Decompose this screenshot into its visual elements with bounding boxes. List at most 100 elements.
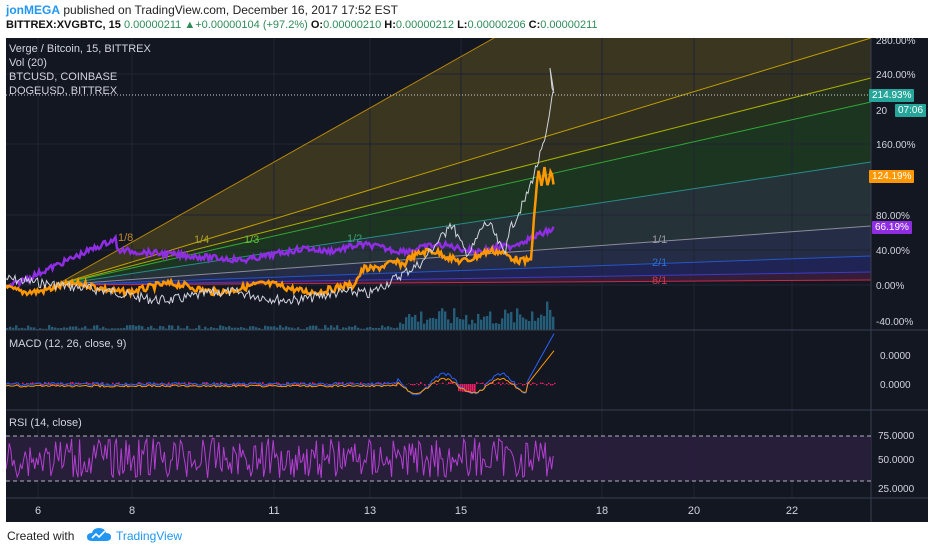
volume-bar xyxy=(426,319,429,330)
macd-hist-bar xyxy=(498,382,500,384)
volume-bar xyxy=(459,319,462,330)
publish-line: jonMEGA published on TradingView.com, De… xyxy=(6,3,398,17)
macd-hist-bar xyxy=(360,382,362,384)
volume-bar xyxy=(333,327,336,330)
macd-hist-bar xyxy=(524,384,526,385)
macd-hist-bar xyxy=(546,384,548,386)
legend-volume[interactable]: Vol (20) xyxy=(9,57,47,69)
macd-hist-bar xyxy=(276,382,278,384)
volume-bar xyxy=(87,328,90,330)
macd-hist-bar xyxy=(278,382,280,384)
macd-hist-bar xyxy=(12,383,14,384)
macd-hist-bar xyxy=(286,382,288,384)
volume-bar xyxy=(297,327,300,330)
change-arrow-icon: ▲ xyxy=(184,19,196,31)
macd-hist-bar xyxy=(270,384,272,386)
volume-bar xyxy=(453,308,456,330)
macd-hist-bar xyxy=(368,383,370,384)
legend-macd[interactable]: MACD (12, 26, close, 9) xyxy=(9,338,127,350)
volume-bar xyxy=(414,314,417,330)
fan-label-1-4: 1/4 xyxy=(194,234,209,246)
price-axis-label: 80.00% xyxy=(876,211,910,222)
price-axis-label: 40.00% xyxy=(876,246,910,257)
macd-hist-bar xyxy=(392,384,394,385)
volume-bar xyxy=(486,315,489,330)
volume-bar xyxy=(195,328,198,330)
rsi-axis-label: 25.0000 xyxy=(878,484,915,495)
volume-bar xyxy=(162,326,165,330)
legend-btcusd[interactable]: BTCUSD, COINBASE xyxy=(9,71,118,83)
volume-bar xyxy=(183,328,186,330)
macd-hist-bar xyxy=(112,382,114,384)
volume-bar xyxy=(477,313,480,330)
macd-hist-bar xyxy=(268,384,270,386)
last-price: 0.00000211 xyxy=(123,19,182,31)
macd-axis-label: 0.0000 xyxy=(880,380,911,391)
tradingview-brand-link[interactable]: TradingView xyxy=(116,529,183,543)
macd-hist-bar xyxy=(434,383,436,384)
volume-bar xyxy=(321,328,324,330)
chart-area[interactable]: 1/8 1/4 1/3 1/2 1/1 2/1 8/1 xyxy=(4,36,928,522)
fan-label-1-1: 1/1 xyxy=(652,234,667,246)
volume-bar xyxy=(246,328,249,330)
volume-bar xyxy=(261,328,264,330)
time-axis[interactable]: 6 8 11 13 15 18 20 22 xyxy=(35,505,798,517)
volume-bar xyxy=(495,323,498,330)
macd-hist-bar xyxy=(536,384,538,386)
volume-bar xyxy=(39,328,42,330)
legend-main[interactable]: Verge / Bitcoin, 15, BITTREX xyxy=(9,43,151,55)
volume-bar xyxy=(318,328,321,330)
macd-hist-bar xyxy=(502,382,504,384)
volume-bar xyxy=(93,325,96,330)
tradingview-cloud-icon[interactable] xyxy=(86,527,112,543)
volume-bar xyxy=(390,327,393,330)
volume-bar xyxy=(141,326,144,330)
volume-bar xyxy=(276,327,279,330)
volume-bar xyxy=(531,311,534,330)
volume-bar xyxy=(291,327,294,330)
macd-hist-bar xyxy=(234,384,236,386)
macd-hist-bar xyxy=(376,383,378,384)
volume-bar xyxy=(78,328,81,330)
xvg-series-line[interactable] xyxy=(5,67,555,307)
macd-hist-bar xyxy=(474,384,476,394)
fan-label-2-1: 2/1 xyxy=(652,257,667,269)
macd-line[interactable] xyxy=(5,333,555,396)
open-label: O: xyxy=(310,19,324,31)
legend-rsi[interactable]: RSI (14, close) xyxy=(9,417,82,429)
volume-bar xyxy=(108,328,111,330)
volume-bar xyxy=(267,326,270,330)
rsi-axis[interactable]: 75.0000 50.0000 25.0000 xyxy=(878,431,915,495)
volume-bar xyxy=(441,308,444,330)
volume-bar xyxy=(375,327,378,330)
price-axis[interactable]: 280.00% 240.00% 20 160.00% 80.00% 40.00%… xyxy=(876,36,916,328)
author-link[interactable]: jonMEGA xyxy=(6,3,60,17)
macd-hist-bar xyxy=(482,382,484,384)
volume-bar xyxy=(201,328,204,330)
macd-axis[interactable]: 0.0000 0.0000 xyxy=(880,351,911,391)
macd-hist-bar xyxy=(118,382,120,384)
chart-canvas[interactable]: 1/8 1/4 1/3 1/2 1/1 2/1 8/1 xyxy=(4,36,928,522)
price-axis-label: 0.00% xyxy=(876,281,904,292)
macd-hist-bar xyxy=(552,384,554,386)
doge-series-line[interactable] xyxy=(5,225,555,289)
legend-dogeusd[interactable]: DOGEUSD, BITTREX xyxy=(9,85,118,97)
macd-hist-bar xyxy=(468,384,470,393)
volume-bar xyxy=(90,328,93,330)
volume-bar xyxy=(432,317,435,330)
rsi-line[interactable] xyxy=(5,437,554,479)
volume-bar xyxy=(45,328,48,330)
volume-bar xyxy=(438,311,441,330)
volume-bar xyxy=(369,326,372,330)
macd-hist-bar xyxy=(464,384,466,392)
gann-fan[interactable] xyxy=(55,37,872,286)
volume-bar xyxy=(255,327,258,330)
macd-signal-line[interactable] xyxy=(5,350,555,395)
volume-bar xyxy=(387,326,390,330)
symbol-name[interactable]: BITTREX:XVGBTC, 15 xyxy=(6,19,121,31)
macd-hist-bar xyxy=(142,383,144,384)
macd-hist-bar xyxy=(532,382,534,384)
volume-bar xyxy=(120,328,123,330)
macd-hist-bar xyxy=(362,384,364,386)
macd-hist-bar xyxy=(512,383,514,384)
